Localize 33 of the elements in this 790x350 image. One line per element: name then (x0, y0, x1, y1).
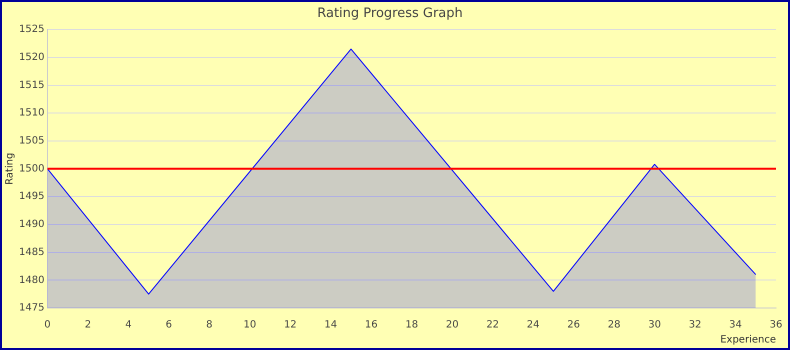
y-tick-label: 1510 (18, 108, 44, 119)
x-tick-label: 16 (364, 320, 378, 331)
x-tick-label: 14 (324, 320, 338, 331)
x-axis-title: Experience (720, 334, 776, 346)
y-tick-label: 1515 (18, 80, 44, 91)
y-axis-title: Rating (4, 152, 16, 185)
y-tick-label: 1525 (18, 24, 44, 36)
chart-title: Rating Progress Graph (317, 6, 463, 22)
x-tick-label: 22 (486, 320, 500, 331)
y-tick-label: 1500 (18, 163, 44, 174)
x-tick-label: 36 (770, 320, 782, 331)
y-tick-label: 1505 (18, 136, 44, 147)
x-tick-label: 18 (405, 320, 418, 331)
x-tick-label: 12 (284, 320, 297, 331)
x-tick-label: 34 (729, 320, 742, 331)
y-tick-label: 1485 (18, 246, 44, 258)
x-tick-label: 30 (648, 320, 661, 331)
x-tick-label: 28 (608, 320, 620, 331)
y-tick-label: 1520 (18, 52, 44, 64)
y-tick-label: 1495 (18, 191, 44, 202)
x-tick-label: 24 (526, 320, 540, 331)
x-tick-label: 4 (125, 320, 132, 331)
x-tick-label: 32 (688, 320, 702, 331)
x-tick-label: 8 (206, 320, 213, 331)
y-tick-label: 1475 (18, 302, 44, 314)
x-tick-label: 20 (446, 320, 459, 331)
x-tick-label: 10 (243, 320, 256, 331)
y-tick-label: 1490 (18, 219, 44, 230)
x-tick-label: 2 (84, 320, 92, 331)
x-tick-label: 0 (44, 320, 51, 331)
x-tick-label: 26 (567, 320, 580, 331)
x-tick-label: 6 (166, 320, 172, 331)
y-tick-label: 1480 (18, 274, 44, 286)
